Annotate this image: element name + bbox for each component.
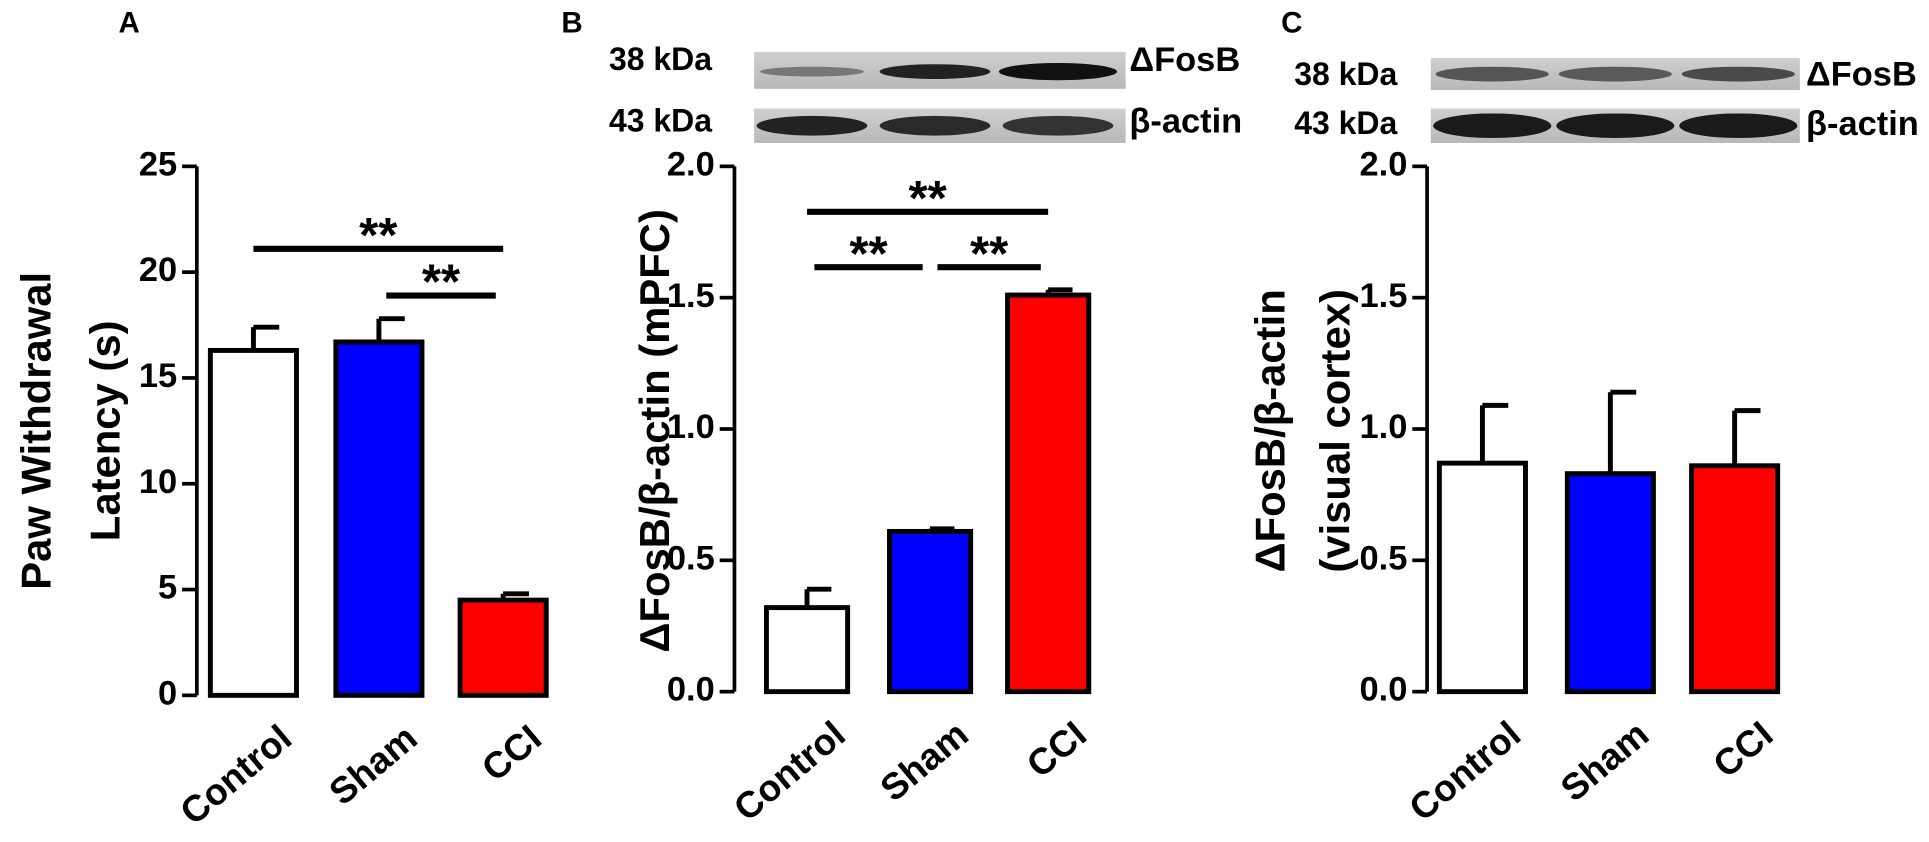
blot-protein-label: β-actin (1806, 105, 1919, 143)
bar (886, 528, 974, 695)
significance-label: ** (849, 226, 888, 281)
x-tick-label: Sham (873, 713, 976, 809)
y-tick-label: 5 (158, 569, 177, 607)
blot-kda-label: 38 kDa (1294, 56, 1397, 92)
error-bar (804, 586, 832, 608)
y-axis-label: Latency (s) (81, 320, 128, 541)
error-bar (1045, 287, 1073, 296)
blot-kda-label: 38 kDa (609, 41, 712, 77)
bar (207, 347, 299, 698)
blot-image-b (754, 51, 1126, 143)
y-tick-label: 25 (139, 145, 177, 183)
y-tick-label: 1.5 (1360, 277, 1408, 315)
panel-label: A (119, 7, 140, 40)
bar (1005, 292, 1092, 695)
y-tick-label: 2.0 (1360, 145, 1408, 183)
error-bar (1732, 408, 1761, 466)
error-bar (1607, 389, 1637, 474)
error-bar (500, 591, 529, 601)
significance-label: ** (359, 208, 398, 263)
x-tick-label: CCI (474, 717, 549, 789)
y-tick-label: 0.0 (1360, 671, 1408, 709)
blot-kda-label: 43 kDa (609, 103, 712, 139)
y-axis-label: ΔFosB/β-actin (mPFC) (631, 209, 678, 653)
error-bar (1479, 402, 1509, 464)
blot-protein-label: ΔFosB (1129, 41, 1240, 79)
y-tick-label: 2.0 (667, 145, 715, 183)
y-tick-label: 1.5 (667, 277, 715, 315)
x-tick-label: Control (172, 717, 299, 833)
y-tick-label: 0.5 (1360, 539, 1408, 577)
y-axis-label: Paw Withdrawal (12, 272, 59, 590)
y-axis-label: (visual cortex) (1312, 289, 1359, 573)
error-bar (250, 324, 280, 351)
y-tick-label: 10 (139, 463, 177, 501)
bar (333, 339, 425, 698)
y-tick-label: 0.0 (667, 671, 715, 709)
bar (1436, 460, 1528, 695)
x-tick-label: CCI (1019, 713, 1094, 785)
blot-kda-label: 43 kDa (1294, 105, 1397, 141)
y-tick-label: 15 (139, 357, 177, 395)
y-tick-label: 0.5 (667, 539, 715, 577)
y-tick-label: 20 (139, 251, 177, 289)
x-tick-label: Sham (321, 717, 424, 813)
blot-protein-label: β-actin (1129, 102, 1242, 140)
significance-label: ** (970, 226, 1009, 281)
x-tick-label: Control (1401, 713, 1528, 829)
error-bar (376, 316, 405, 342)
y-tick-label: 0 (158, 674, 177, 712)
bar (763, 605, 851, 695)
x-tick-label: Control (726, 713, 853, 829)
x-tick-label: CCI (1705, 713, 1780, 785)
blot-protein-label: ΔFosB (1806, 56, 1917, 94)
blot-image-c (1430, 58, 1800, 143)
error-bar (927, 526, 955, 532)
x-tick-label: Sham (1553, 713, 1656, 809)
bar (457, 597, 549, 698)
panel-label: B (561, 7, 582, 40)
panel-label: C (1281, 7, 1302, 40)
y-tick-label: 1.0 (1360, 408, 1408, 446)
bar (1564, 471, 1656, 695)
significance-label: ** (422, 255, 461, 310)
y-axis-label: ΔFosB/β-actin (1246, 289, 1293, 572)
bar (1689, 463, 1781, 695)
significance-label: ** (908, 171, 947, 226)
y-tick-label: 1.0 (667, 408, 715, 446)
